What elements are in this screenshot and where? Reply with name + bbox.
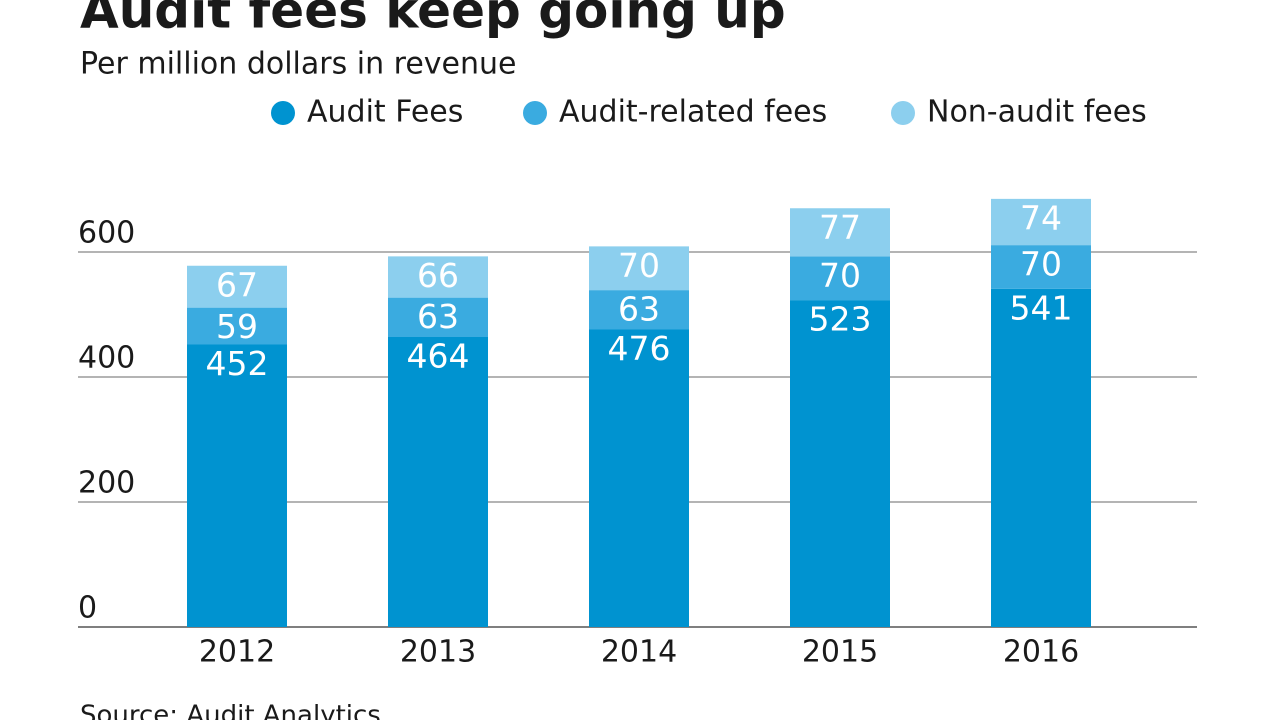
bar-segment: [589, 329, 689, 627]
x-tick-label: 2013: [400, 635, 476, 670]
value-label: 541: [1010, 288, 1073, 327]
value-label: 59: [216, 307, 258, 346]
x-tick-label: 2012: [199, 635, 275, 670]
value-label: 63: [618, 290, 660, 329]
y-tick-label: 200: [78, 466, 135, 501]
bar-segment: [790, 208, 890, 257]
value-label: 67: [216, 265, 258, 304]
value-label: 66: [417, 256, 459, 295]
x-tick-label: 2014: [601, 635, 677, 670]
y-tick-label: 400: [78, 341, 135, 376]
bar-segment: [388, 256, 488, 298]
value-label: 452: [206, 344, 269, 383]
value-label: 523: [809, 300, 872, 339]
value-label: 74: [1020, 198, 1062, 237]
value-label: 476: [608, 329, 671, 368]
legend-label: Audit Fees: [307, 95, 463, 130]
value-label: 77: [819, 208, 861, 247]
bar-segment: [991, 245, 1091, 289]
source: Source: Audit Analytics: [80, 701, 381, 721]
value-label: 70: [618, 246, 660, 285]
bar-segment: [991, 288, 1091, 627]
bar-segment: [790, 300, 890, 627]
y-tick-label: 0: [78, 591, 97, 626]
legend: Audit Fees Audit-related fees Non-audit fe…: [271, 95, 1147, 130]
bar-segment: [388, 297, 488, 337]
legend-marker: [271, 101, 295, 125]
legend-marker: [523, 101, 547, 125]
bar-segment: [790, 256, 890, 301]
value-label: 70: [1020, 245, 1062, 284]
y-tick-label: 600: [78, 216, 135, 251]
bar-segment: [991, 198, 1091, 246]
x-tick-label: 2015: [802, 635, 878, 670]
legend-label: Non-audit fees: [927, 95, 1147, 130]
bar-segment: [187, 307, 287, 345]
legend-label: Audit-related fees: [559, 95, 827, 130]
bar-segment: [388, 337, 488, 627]
x-tick-label: 2016: [1003, 635, 1079, 670]
bar-segment: [187, 265, 287, 308]
legend-marker: [891, 101, 915, 125]
value-label: 70: [819, 256, 861, 295]
chart-subtitle: Per million dollars in revenue: [80, 47, 516, 82]
bar-segment: [589, 290, 689, 330]
value-label: 63: [417, 297, 459, 336]
value-label: 464: [407, 337, 470, 376]
chart-title: Audit fees keep going up: [80, 0, 786, 40]
bar-segment: [187, 344, 287, 627]
bar-segment: [589, 246, 689, 291]
